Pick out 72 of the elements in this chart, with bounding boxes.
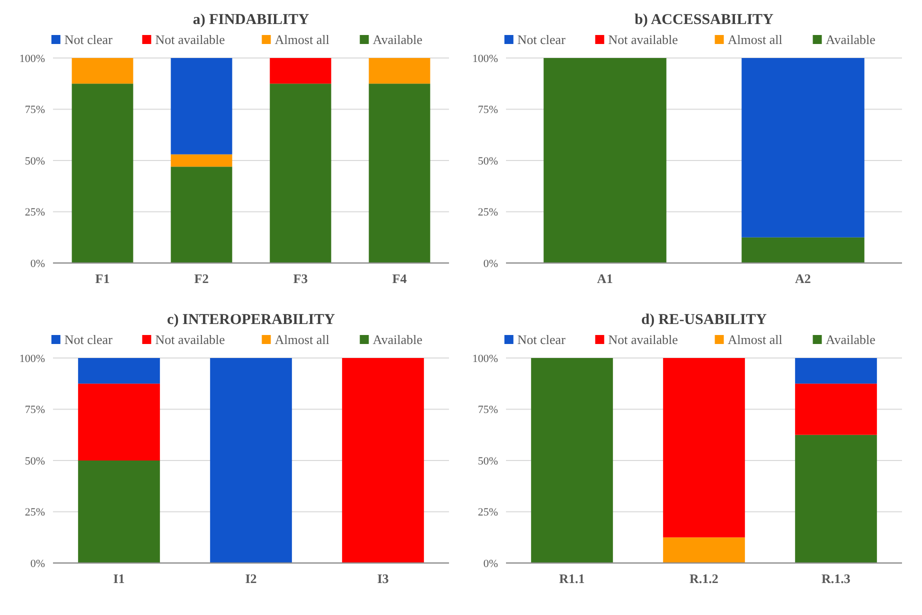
- chart-title: b) ACCESSABILITY: [634, 12, 774, 28]
- y-tick-label: 25%: [24, 506, 45, 519]
- bar: [78, 460, 160, 563]
- x-tick-label: F1: [95, 271, 110, 286]
- bar: [368, 58, 430, 84]
- bar: [270, 58, 332, 84]
- legend-label: Available: [372, 332, 423, 347]
- bar: [342, 358, 424, 563]
- legend-label: Not clear: [64, 332, 114, 347]
- bar: [170, 58, 232, 154]
- legend-label: Almost all: [728, 32, 783, 47]
- y-tick-label: 100%: [472, 52, 498, 65]
- y-tick-label: 100%: [19, 352, 45, 365]
- y-tick-label: 0%: [483, 258, 498, 270]
- y-tick-label: 25%: [24, 206, 45, 219]
- legend-label: Available: [372, 32, 423, 47]
- bar: [663, 537, 745, 563]
- bar: [78, 358, 160, 384]
- x-tick-label: A2: [795, 271, 811, 286]
- y-tick-label: 50%: [478, 455, 498, 468]
- bar: [795, 384, 877, 435]
- legend-label: Not available: [155, 32, 226, 47]
- legend-label: Not available: [608, 32, 678, 47]
- chart-title: d) RE-USABILITY: [641, 312, 767, 328]
- legend-label: Available: [826, 332, 876, 347]
- x-tick-label: R.1.3: [822, 571, 851, 586]
- bar: [72, 84, 134, 263]
- bar: [270, 84, 332, 263]
- y-tick-label: 0%: [30, 558, 45, 570]
- bar: [170, 166, 232, 263]
- y-tick-label: 100%: [472, 352, 498, 365]
- legend-label: Almost all: [274, 32, 330, 47]
- chart-title: a) FINDABILITY: [192, 12, 310, 28]
- legend-label: Not clear: [64, 32, 114, 47]
- x-tick-label: I3: [377, 571, 390, 586]
- x-tick-label: R.1.2: [690, 571, 718, 586]
- y-tick-label: 100%: [19, 52, 45, 65]
- bar: [663, 358, 745, 538]
- y-tick-label: 50%: [24, 155, 45, 168]
- bar: [795, 434, 877, 563]
- y-tick-label: 75%: [24, 104, 45, 116]
- legend-label: Not available: [155, 332, 226, 347]
- y-tick-label: 0%: [483, 558, 498, 570]
- legend-label: Not clear: [517, 32, 566, 47]
- y-tick-label: 25%: [478, 506, 498, 519]
- y-tick-label: 50%: [24, 455, 45, 468]
- bar: [795, 358, 877, 384]
- legend-label: Not clear: [517, 332, 566, 347]
- x-tick-label: F2: [194, 271, 209, 286]
- x-tick-label: F3: [293, 271, 308, 286]
- x-tick-label: A1: [597, 271, 613, 286]
- y-tick-label: 50%: [478, 155, 498, 168]
- x-tick-label: R1.1: [559, 571, 585, 586]
- y-tick-label: 25%: [478, 206, 498, 219]
- x-tick-label: I1: [113, 571, 125, 586]
- bar: [78, 384, 160, 460]
- legend-label: Available: [826, 32, 876, 47]
- bar: [210, 358, 292, 563]
- y-tick-label: 75%: [478, 104, 498, 116]
- bar: [170, 154, 232, 167]
- bar: [531, 358, 613, 563]
- legend-label: Almost all: [728, 332, 783, 347]
- chart-title: c) INTEROPERABILITY: [167, 312, 336, 328]
- y-tick-label: 75%: [478, 404, 498, 416]
- x-tick-label: I2: [245, 571, 257, 586]
- legend-label: Almost all: [274, 332, 330, 347]
- bar: [368, 84, 430, 263]
- bar: [72, 58, 134, 84]
- y-tick-label: 0%: [30, 258, 45, 270]
- y-tick-label: 75%: [24, 404, 45, 416]
- legend-label: Not available: [608, 332, 678, 347]
- x-tick-label: F4: [392, 271, 408, 286]
